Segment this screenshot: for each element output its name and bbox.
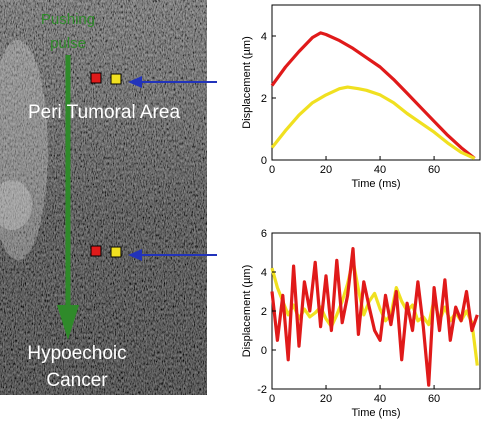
x-tick-label: 40 [374, 164, 386, 176]
pointer-arrow-top-head [128, 76, 142, 88]
series-line-b [270, 247, 479, 387]
y-tick-label: 0 [261, 155, 267, 167]
y-axis-label: Displacement (µm) [241, 265, 253, 358]
y-tick-label: 4 [261, 31, 267, 43]
pushing-pulse-label-line2: pulse [50, 35, 86, 52]
marker-red-bottom [90, 245, 102, 257]
x-tick-label: 20 [320, 393, 332, 405]
y-axis-label: Displacement (µm) [241, 36, 253, 129]
x-tick-label: 0 [269, 393, 275, 405]
y-tick-label: -2 [257, 384, 267, 396]
displacement-chart-peri-tumoral: 0 20 40 60 0 2 4 Time (ms) Displacement (µm) [241, 4, 481, 190]
x-axis-label: Time (ms) [351, 407, 400, 419]
pointer-arrow-top [128, 76, 217, 88]
x-tick-label: 0 [269, 164, 275, 176]
pushing-pulse-arrow-head [57, 305, 79, 340]
marker-yellow-bottom [110, 246, 122, 258]
x-tick-label: 20 [320, 164, 332, 176]
series-line-a [270, 31, 476, 160]
x-tick-label: 60 [428, 393, 440, 405]
y-tick-label: 2 [261, 93, 267, 105]
bright-tissue-region [0, 40, 48, 260]
y-tick-label: 2 [261, 306, 267, 318]
hypoechoic-cancer-label-line2: Cancer [46, 370, 108, 391]
y-tick-label: 4 [261, 267, 267, 279]
hypoechoic-cancer-label-line1: Hypoechoic [27, 343, 126, 364]
ultrasound-image-panel: Pushing pulse Peri Tumoral Area Hypoecho… [0, 0, 207, 395]
x-tick-label: 40 [374, 393, 386, 405]
x-tick-label: 60 [428, 164, 440, 176]
peri-tumoral-area-label: Peri Tumoral Area [28, 102, 180, 123]
pointer-arrow-bottom [128, 249, 217, 261]
y-tick-label: 0 [261, 345, 267, 357]
marker-yellow-top [110, 73, 122, 85]
pushing-pulse-label-line1: Pushing [41, 11, 95, 28]
pointer-arrow-bottom-head [128, 249, 142, 261]
y-tick-label: 6 [261, 228, 267, 240]
x-axis-label: Time (ms) [351, 178, 400, 190]
series-line-b [270, 85, 476, 160]
bright-tissue-region-lower [0, 180, 32, 230]
ultrasound-speckle [0, 0, 207, 395]
marker-red-top [90, 72, 102, 84]
